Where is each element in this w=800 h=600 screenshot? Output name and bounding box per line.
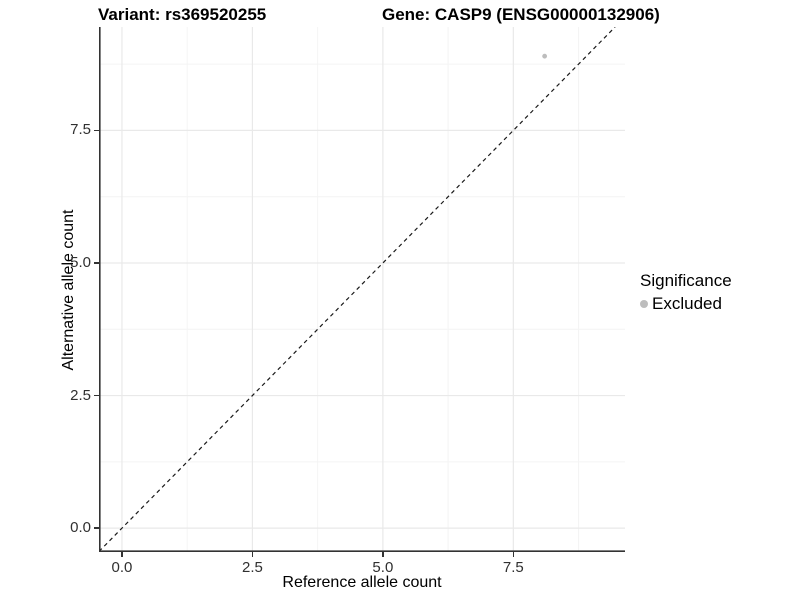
legend-item-excluded: Excluded [640,294,732,314]
x-tick-mark [512,552,515,557]
plot-title-gene: Gene: CASP9 (ENSG00000132906) [382,5,660,24]
plot-title-variant: Variant: rs369520255 [98,5,267,24]
x-tick-label: 7.5 [502,559,524,576]
y-tick-label: 5.0 [70,253,91,271]
identity-dashed-line [99,27,616,552]
plot-panel [99,27,625,552]
y-tick-label: 2.5 [70,386,91,404]
legend-title: Significance [640,271,732,290]
legend: Significance Excluded [640,271,732,314]
x-axis-title: Reference allele count [282,574,442,591]
x-tick-label: 5.0 [372,559,394,576]
y-tick-mark [94,527,99,529]
legend-item-label: Excluded [652,294,722,313]
y-tick-label: 0.0 [70,519,91,537]
x-tick-mark [251,552,254,557]
y-axis-title: Alternative allele count [60,209,77,371]
y-tick-mark [94,394,99,397]
y-tick-mark [94,262,99,264]
plot-svg [99,27,625,552]
x-tick-mark [382,552,384,557]
legend-point-icon [640,300,648,308]
y-tick-mark [94,129,99,132]
y-tick-label: 7.5 [70,121,91,139]
x-tick-mark [121,552,123,557]
data-point [542,53,548,59]
x-tick-label: 2.5 [241,559,263,576]
x-tick-label: 0.0 [111,559,133,576]
